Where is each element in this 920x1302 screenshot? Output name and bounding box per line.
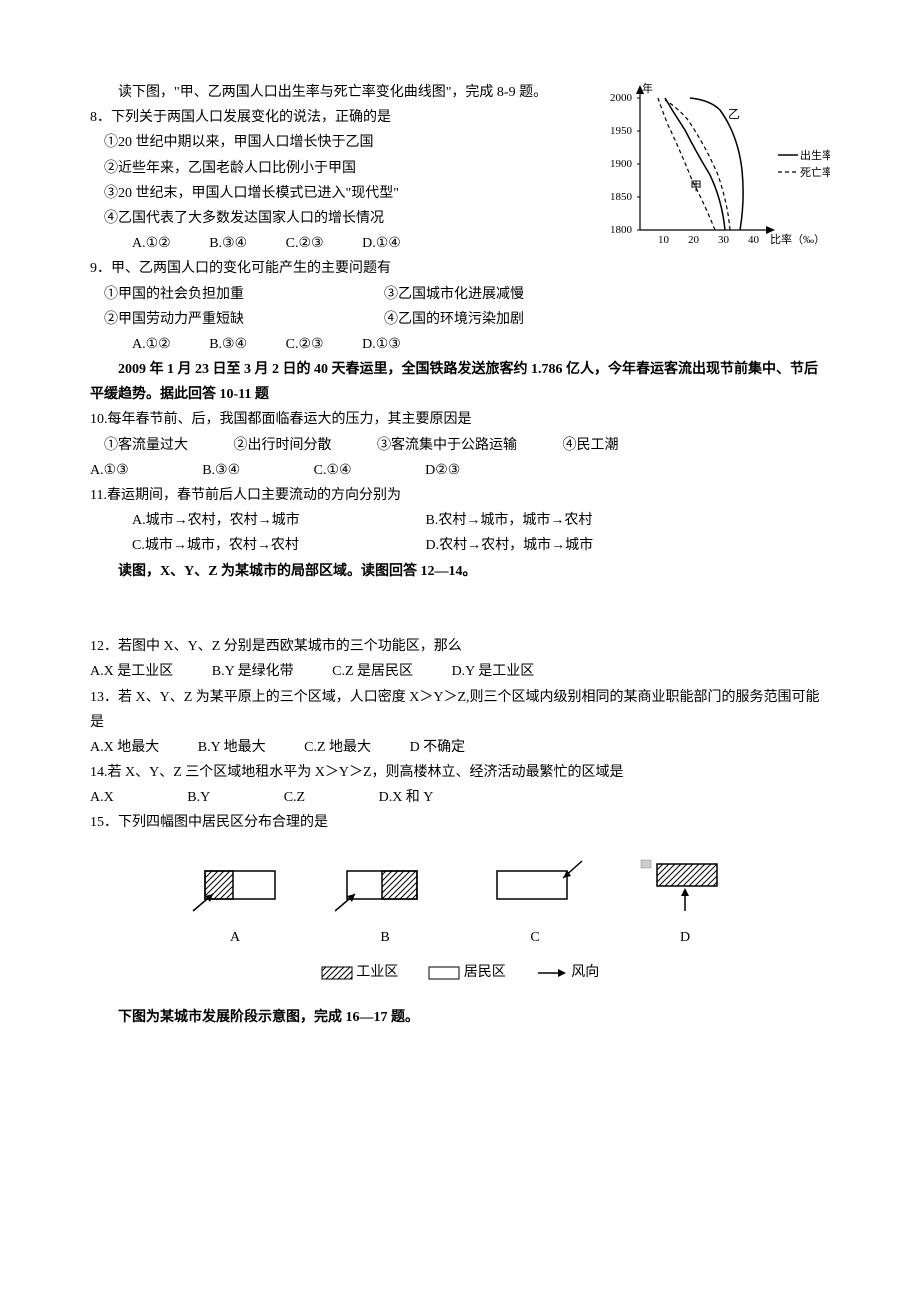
ytick: 1950	[610, 125, 633, 137]
q12-opt-b: B.Y 是绿化带	[212, 664, 294, 679]
q11-opt-c: C.城市→城市，农村→农村	[132, 533, 422, 558]
xtick: 30	[718, 234, 730, 246]
legend-industrial: 工业区	[321, 960, 399, 985]
q9-s4: ④乙国的环境污染加剧	[384, 307, 664, 332]
q12-options: A.X 是工业区 B.Y 是绿化带 C.Z 是居民区 D.Y 是工业区	[90, 664, 569, 679]
legend-residential: 居民区	[428, 960, 506, 985]
q14-stem: 14.若 X、Y、Z 三个区域地租水平为 X＞Y＞Z，则高楼林立、经济活动最繁忙…	[90, 760, 830, 785]
y-arrow-label: 年	[642, 81, 653, 95]
q8-opt-a: A.①②	[132, 236, 171, 251]
q13-stem: 13．若 X、Y、Z 为某平原上的三个区域，人口密度 X＞Y＞Z,则三个区域内级…	[90, 685, 830, 735]
q9-opt-b: B.③④	[209, 337, 247, 352]
q15-stem: 15．下列四幅图中居民区分布合理的是	[90, 810, 830, 835]
q12-opt-a: A.X 是工业区	[90, 664, 173, 679]
q12-opt-c: C.Z 是居民区	[332, 664, 413, 679]
q10-s1: ①客流量过大	[104, 438, 188, 453]
q10-options: A.①③ B.③④ C.①④ D②③	[90, 463, 530, 478]
intro-12-14: 读图，X、Y、Z 为某城市的局部区域。读图回答 12—14。	[90, 559, 830, 584]
q10-s2: ②出行时间分散	[234, 438, 332, 453]
q9-opt-d: D.①③	[362, 337, 401, 352]
xtick: 40	[748, 234, 760, 246]
q10-s4: ④民工潮	[563, 438, 619, 453]
ytick: 1850	[610, 191, 633, 203]
legend-birth: 出生率	[800, 148, 830, 162]
q10-s3: ③客流集中于公路运输	[377, 438, 517, 453]
q13-opt-c: C.Z 地最大	[304, 740, 371, 755]
q10-opt-d: D②③	[425, 463, 460, 478]
q11-opt-b: B.农村→城市，城市→农村	[426, 508, 716, 533]
q15-diagrams: A B C D	[90, 856, 830, 950]
q13-options: A.X 地最大 B.Y 地最大 C.Z 地最大 D 不确定	[90, 740, 500, 755]
q14-opt-c: C.Z	[284, 790, 305, 805]
q8-opt-c: C.②③	[286, 236, 324, 251]
q9-opt-c: C.②③	[286, 337, 324, 352]
q14-opt-b: B.Y	[187, 790, 210, 805]
q13-opt-d: D 不确定	[410, 740, 466, 755]
q11-stem: 11.春运期间，春节前后人口主要流动的方向分别为	[90, 483, 830, 508]
q9-s2: ②甲国劳动力严重短缺	[104, 307, 384, 332]
x-label: 比率（‰）	[770, 232, 825, 246]
birth-death-chart: 1800 1850 1900 1950 2000 10 20 30 40 年 比…	[610, 80, 830, 269]
ytick: 2000	[610, 92, 633, 104]
label-yi: 乙	[728, 107, 740, 121]
q8-options: A.①② B.③④ C.②③ D.①④	[132, 236, 436, 251]
ytick: 1900	[610, 158, 633, 170]
q9-opt-a: A.①②	[132, 337, 171, 352]
legend-wind: 风向	[536, 960, 600, 985]
q9-s1: ①甲国的社会负担加重	[104, 282, 384, 307]
label-jia: 甲	[690, 179, 702, 193]
legend-death: 死亡率	[800, 165, 830, 179]
q10-opt-a: A.①③	[90, 463, 129, 478]
q14-opt-a: A.X	[90, 790, 114, 805]
q8-opt-b: B.③④	[209, 236, 247, 251]
q15-legend: 工业区 居民区 风向	[90, 960, 830, 985]
q14-options: A.X B.Y C.Z D.X 和 Y	[90, 790, 503, 805]
q13-opt-b: B.Y 地最大	[198, 740, 266, 755]
ytick: 1800	[610, 224, 633, 236]
q11-opt-a: A.城市→农村，农村→城市	[132, 508, 422, 533]
label-c: C	[485, 925, 585, 950]
q8-opt-d: D.①④	[362, 236, 401, 251]
diagram-d: D	[635, 856, 735, 950]
q10-opt-c: C.①④	[314, 463, 352, 478]
q12-opt-d: D.Y 是工业区	[452, 664, 535, 679]
q9-options: A.①② B.③④ C.②③ D.①③	[132, 337, 436, 352]
diagram-b: B	[335, 856, 435, 950]
q10-stem: 10.每年春节前、后，我国都面临春运大的压力，其主要原因是	[90, 407, 830, 432]
q10-opt-b: B.③④	[202, 463, 240, 478]
diagram-c: C	[485, 856, 585, 950]
intro-16-17: 下图为某城市发展阶段示意图，完成 16—17 题。	[90, 1005, 830, 1030]
label-b: B	[335, 925, 435, 950]
diagram-a: A	[185, 856, 285, 950]
q11-opt-d: D.农村→农村，城市→城市	[426, 533, 716, 558]
intro-10-11: 2009 年 1 月 23 日至 3 月 2 日的 40 天春运里，全国铁路发送…	[90, 357, 830, 407]
label-a: A	[185, 925, 285, 950]
xtick: 20	[688, 234, 700, 246]
q14-opt-d: D.X 和 Y	[379, 790, 434, 805]
q13-opt-a: A.X 地最大	[90, 740, 159, 755]
label-d: D	[635, 925, 735, 950]
q12-stem: 12．若图中 X、Y、Z 分别是西欧某城市的三个功能区，那么	[90, 634, 830, 659]
q10-subs: ①客流量过大 ②出行时间分散 ③客流集中于公路运输 ④民工潮	[90, 433, 830, 458]
q9-s3: ③乙国城市化进展减慢	[384, 282, 664, 307]
xtick: 10	[658, 234, 670, 246]
